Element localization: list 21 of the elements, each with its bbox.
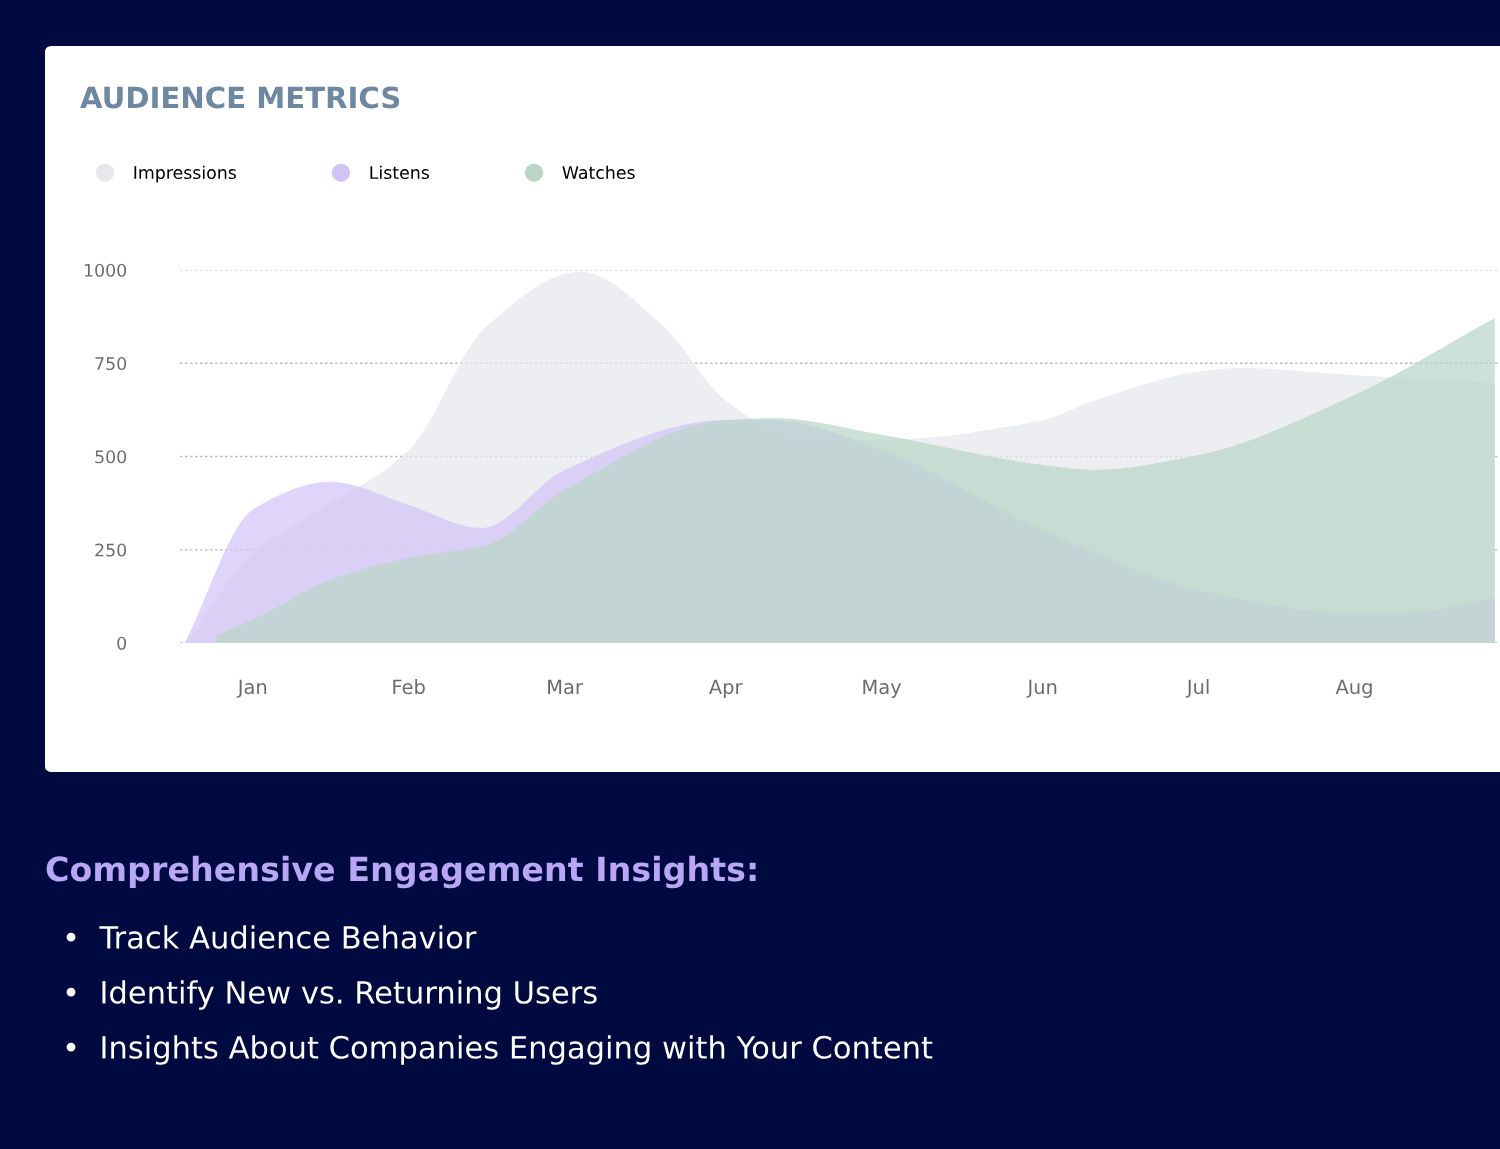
x-tick-label: May xyxy=(863,679,902,698)
legend-label: Impressions xyxy=(134,165,236,183)
y-tick-label: 1000 xyxy=(84,263,127,277)
x-tick-label: Jan xyxy=(236,679,267,698)
text: • Identify New vs. Returning Users xyxy=(66,980,597,1010)
x-tick-label: Jun xyxy=(1026,679,1057,698)
x-tick-label: Aug xyxy=(1335,679,1372,698)
x-tick-label: Jul xyxy=(1185,679,1209,698)
legend-label: Listens xyxy=(370,165,429,180)
y-tick-label: 0 xyxy=(117,636,127,650)
y-tick-label: 250 xyxy=(95,543,127,557)
y-tick-label: 750 xyxy=(95,356,127,371)
text: • Insights About Companies Engaging with Your Content xyxy=(66,1035,933,1065)
chart-title: AUDIENCE METRICS xyxy=(80,86,400,109)
x-tick-label: Mar xyxy=(548,679,583,695)
x-tick-label: Feb xyxy=(393,679,425,695)
x-tick-label: Apr xyxy=(709,679,743,698)
y-tick-label: 500 xyxy=(95,450,127,464)
text: • Track Audience Behavior xyxy=(66,925,477,949)
legend-label: Watches xyxy=(562,165,635,180)
text: Comprehensive Engagement Insights: xyxy=(46,855,756,889)
